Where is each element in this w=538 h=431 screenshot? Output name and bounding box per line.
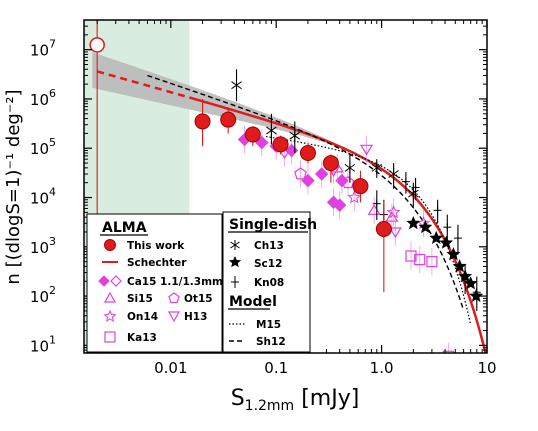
- h13-point: [388, 227, 402, 239]
- this-work-point: [244, 126, 261, 143]
- legend-ch13-label: Ch13: [254, 240, 284, 252]
- curve-schechter-extrapolation: [96, 70, 190, 99]
- y-tick-label: 104: [30, 186, 56, 208]
- sc12-point: [406, 215, 421, 230]
- ca15-1-1-1-3mm-point: [301, 173, 315, 188]
- h13-point: [360, 144, 374, 156]
- ka13-point: [442, 350, 454, 353]
- kn08-point: [443, 223, 452, 232]
- this-work-point: [194, 113, 211, 130]
- ot15-point: [294, 167, 307, 180]
- x-tick-label: 0.01: [154, 359, 187, 377]
- kn08-point: [461, 275, 470, 284]
- legend-on14-marker: [103, 309, 117, 322]
- ch13-point: [408, 187, 419, 200]
- ch13-point: [388, 168, 399, 181]
- legend-ch13-marker: [230, 240, 240, 250]
- ka13-point: [405, 250, 417, 262]
- y-tick-label: 103: [30, 235, 56, 257]
- legend-this-work-marker: [104, 239, 116, 251]
- y-tick-label: 107: [30, 38, 56, 60]
- legend-ca15-label: Ca15 1.1/1.3mm: [127, 276, 223, 288]
- y-tick-label: 101: [30, 333, 56, 355]
- sc12-point: [439, 235, 454, 249]
- legend-ca15-open-diamond: [110, 275, 122, 287]
- kn08-point: [411, 183, 420, 192]
- ch13-point: [371, 161, 383, 174]
- this-work-point: [220, 111, 237, 128]
- this-work-point: [272, 136, 289, 153]
- si15-point: [385, 210, 399, 222]
- y-axis-label: n [(dlogS=1)⁻¹ deg⁻²]: [3, 89, 24, 284]
- legend-ka13-marker: [104, 331, 116, 343]
- ca15-1-1-1-3mm-point: [332, 198, 347, 212]
- sc12-point: [452, 259, 467, 273]
- open-circle-point-point: [89, 37, 105, 53]
- legend-ca15-filled-diamond: [98, 275, 110, 287]
- legend-on14-label: On14: [127, 311, 158, 323]
- ch13-point: [231, 79, 242, 92]
- x-axis-label-unit: [mJy]: [294, 386, 359, 411]
- ca15-1-1-1-3mm-point: [314, 167, 329, 181]
- legend-ka13-label: Ka13: [127, 332, 157, 344]
- y-tick-label: 105: [30, 136, 56, 158]
- sc12-point: [463, 276, 478, 290]
- this-work-point: [375, 220, 392, 237]
- sc12-point: [418, 219, 433, 234]
- legend-model-title: Model: [229, 294, 277, 310]
- kn08-point: [453, 234, 462, 243]
- plot-frame: [83, 19, 488, 354]
- kn08-point: [472, 288, 481, 297]
- legend-alma-title: ALMA: [102, 220, 147, 236]
- legend-si15-marker: [103, 291, 117, 303]
- legend-h13-marker: [167, 311, 181, 323]
- legend-m15-label: M15: [256, 319, 281, 331]
- x-axis-label-main: S: [231, 386, 245, 411]
- legend-sc12-marker: [228, 256, 242, 268]
- legend-si15-label: Si15: [127, 293, 153, 305]
- curve-m15: [265, 135, 472, 325]
- ka13-point: [426, 256, 438, 268]
- kn08-point: [433, 206, 442, 215]
- ch13-point: [344, 161, 356, 174]
- x-tick-label: 1.0: [370, 359, 394, 377]
- sc12-point: [429, 230, 444, 245]
- this-work-point: [299, 145, 316, 162]
- legend-ot15-marker: [168, 292, 180, 304]
- on14-point: [347, 190, 362, 204]
- y-tick-label: 102: [30, 284, 56, 306]
- legend-ot15-label: Ot15: [184, 293, 213, 305]
- this-work-point: [322, 155, 339, 172]
- legend-kn08-label: Kn08: [254, 277, 284, 289]
- legend-single-dish: Single-dish Ch13 Sc12 Kn08 Model M15 Sh1…: [222, 211, 317, 353]
- legend-this-work-label: This work: [127, 240, 185, 252]
- kn08-point: [401, 177, 410, 186]
- x-axis-label: S1.2mm [mJy]: [231, 386, 360, 414]
- kn08-point: [372, 199, 381, 208]
- curve-schechter: [189, 96, 487, 353]
- sc12-point: [469, 288, 484, 302]
- curve-sh12: [147, 74, 465, 311]
- on14-point: [386, 205, 401, 219]
- legend-h13-label: H13: [184, 311, 207, 323]
- legend-sc12-label: Sc12: [254, 258, 282, 270]
- x-tick-label: 0.1: [264, 359, 288, 377]
- ka13-point: [414, 253, 426, 266]
- ch13-point: [266, 124, 277, 137]
- x-axis-label-sub: 1.2mm: [245, 398, 295, 414]
- legend-alma: ALMA This work Schechter Ca15 1.1/1.3mm …: [86, 213, 223, 353]
- legend-sh12-label: Sh12: [256, 336, 286, 348]
- legend-alma-frame: [86, 213, 223, 353]
- legend-schechter-label: Schechter: [127, 257, 187, 269]
- x-tick-label: 10: [477, 359, 496, 377]
- ot15-point: [341, 175, 355, 189]
- this-work-point: [352, 178, 369, 195]
- legend-single-dish-title: Single-dish: [229, 217, 317, 233]
- y-tick-label: 106: [30, 87, 56, 109]
- legend-kn08-marker: [231, 276, 239, 288]
- ch13-point: [289, 129, 301, 142]
